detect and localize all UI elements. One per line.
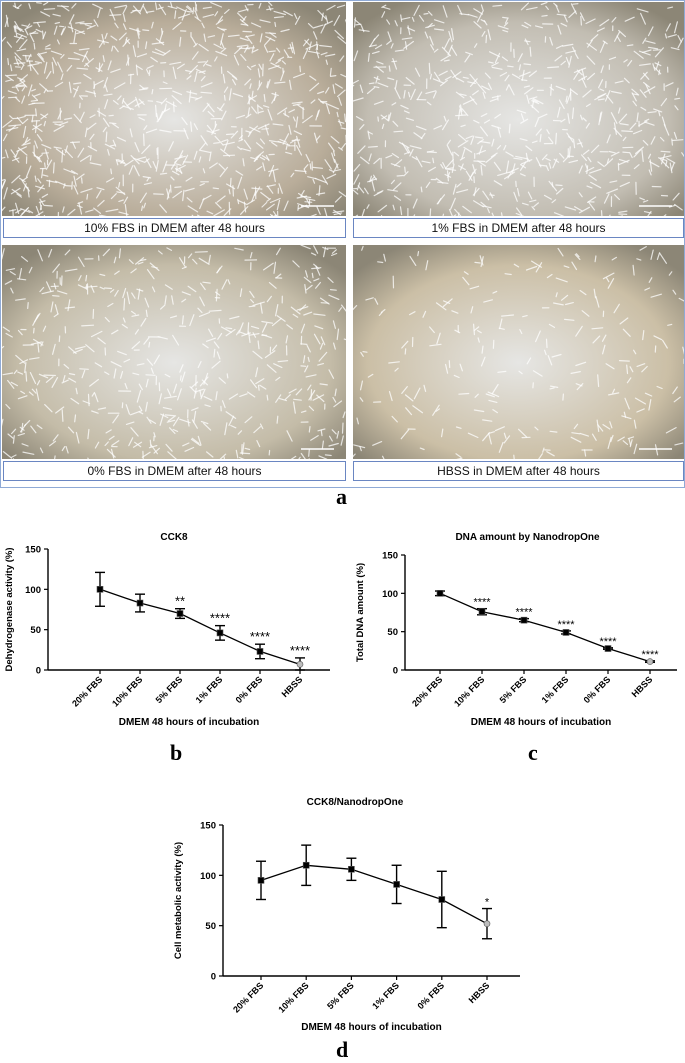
y-tick-label: 100 <box>200 871 216 882</box>
micrograph-texture <box>353 2 684 216</box>
significance-label: * <box>485 897 490 909</box>
y-tick-label: 50 <box>387 627 398 638</box>
x-tick-label: 10% FBS <box>276 980 310 1014</box>
x-tick-label: 10% FBS <box>110 674 144 708</box>
significance-label: **** <box>641 649 659 661</box>
x-tick-label: 1% FBS <box>540 674 571 705</box>
micrograph-caption: 0% FBS in DMEM after 48 hours <box>3 461 346 481</box>
data-point <box>137 600 143 606</box>
chart-cck8-nanodrop: CCK8/NanodropOne 0 50 100 150 Cell metabolic … <box>165 795 525 1035</box>
y-tick-label: 150 <box>200 821 216 832</box>
micrograph-texture <box>2 2 346 216</box>
chart-dna-amount: DNA amount by NanodropOne 0 50 100 150 Total … <box>345 525 685 735</box>
panel-letter-d: d <box>336 1037 348 1063</box>
series-line <box>440 593 650 661</box>
data-point <box>97 586 103 592</box>
micrograph-texture <box>2 245 346 459</box>
x-axis-label: DMEM 48 hours of incubation <box>301 1022 442 1033</box>
significance-label: **** <box>515 607 533 619</box>
micrograph-texture <box>353 245 684 459</box>
data-point <box>177 611 183 617</box>
data-point <box>303 862 309 868</box>
dna-line-chart: DNA amount by NanodropOne 0 50 100 150 Total … <box>345 525 685 735</box>
y-tick-label: 100 <box>382 589 398 600</box>
x-tick-label: 1% FBS <box>370 980 401 1011</box>
significance-label: **** <box>473 597 491 609</box>
data-point <box>257 648 263 654</box>
significance-label: **** <box>599 636 617 648</box>
chart-title: CCK8 <box>160 532 188 543</box>
significance-label: **** <box>250 629 270 644</box>
y-axis-label: Dehydrogenase activity (%) <box>4 547 15 671</box>
y-tick-label: 50 <box>205 921 216 932</box>
data-point <box>297 661 303 667</box>
data-point <box>484 921 490 927</box>
chart-cck8: CCK8 0 50 100 150 Dehydrogenase activity (%) 2… <box>0 525 340 735</box>
chart-title: DNA amount by NanodropOne <box>455 532 600 543</box>
series-line <box>261 865 487 923</box>
micrograph-0pct-fbs <box>2 245 346 459</box>
micrograph-caption: 10% FBS in DMEM after 48 hours <box>3 218 346 238</box>
y-tick-label: 0 <box>211 972 216 983</box>
micrograph-1pct-fbs <box>353 2 684 216</box>
y-axis-label: Cell metabolic activity (%) <box>173 842 184 959</box>
y-tick-label: 150 <box>25 545 41 556</box>
x-tick-label: 0% FBS <box>415 980 446 1011</box>
x-tick-label: 5% FBS <box>154 674 185 705</box>
data-point <box>439 896 445 902</box>
y-tick-label: 0 <box>36 666 41 677</box>
y-tick-label: 0 <box>393 666 398 677</box>
x-tick-label: 0% FBS <box>582 674 613 705</box>
y-tick-label: 50 <box>30 625 41 636</box>
panel-letter-b: b <box>170 740 182 766</box>
y-tick-label: 100 <box>25 585 41 596</box>
x-tick-label: 20% FBS <box>231 980 265 1014</box>
micrograph-panel: 10% FBS in DMEM after 48 hours 1% FBS in… <box>0 0 685 488</box>
x-axis-label: DMEM 48 hours of incubation <box>119 717 260 728</box>
x-tick-label: 5% FBS <box>325 980 356 1011</box>
panel-letter-c: c <box>528 740 538 766</box>
x-tick-label: 1% FBS <box>194 674 225 705</box>
data-point <box>258 877 264 883</box>
chart-title: CCK8/NanodropOne <box>307 797 404 808</box>
significance-label: ** <box>175 594 185 609</box>
data-point <box>217 630 223 636</box>
data-point <box>479 609 485 615</box>
x-tick-label: 20% FBS <box>410 674 444 708</box>
x-tick-label: 0% FBS <box>234 674 265 705</box>
panel-letter-a: a <box>336 484 347 510</box>
data-point <box>348 866 354 872</box>
x-tick-label: HBSS <box>280 674 305 699</box>
x-axis-label: DMEM 48 hours of incubation <box>471 717 612 728</box>
ratio-line-chart: CCK8/NanodropOne 0 50 100 150 Cell metabolic … <box>165 795 525 1035</box>
significance-label: **** <box>290 643 310 658</box>
micrograph-10pct-fbs <box>2 2 346 216</box>
x-tick-label: 20% FBS <box>70 674 104 708</box>
x-tick-label: 10% FBS <box>452 674 486 708</box>
data-point <box>437 590 443 596</box>
data-point <box>394 881 400 887</box>
cck8-line-chart: CCK8 0 50 100 150 Dehydrogenase activity (%) 2… <box>0 525 340 735</box>
y-tick-label: 150 <box>382 551 398 562</box>
significance-label: **** <box>210 611 230 626</box>
x-tick-label: 5% FBS <box>498 674 529 705</box>
series-line <box>100 589 300 664</box>
micrograph-caption: 1% FBS in DMEM after 48 hours <box>353 218 684 238</box>
micrograph-hbss <box>353 245 684 459</box>
x-tick-label: HBSS <box>630 674 655 699</box>
x-tick-label: HBSS <box>467 980 492 1005</box>
significance-label: **** <box>557 619 575 631</box>
micrograph-caption: HBSS in DMEM after 48 hours <box>353 461 684 481</box>
y-axis-label: Total DNA amount (%) <box>355 563 366 662</box>
